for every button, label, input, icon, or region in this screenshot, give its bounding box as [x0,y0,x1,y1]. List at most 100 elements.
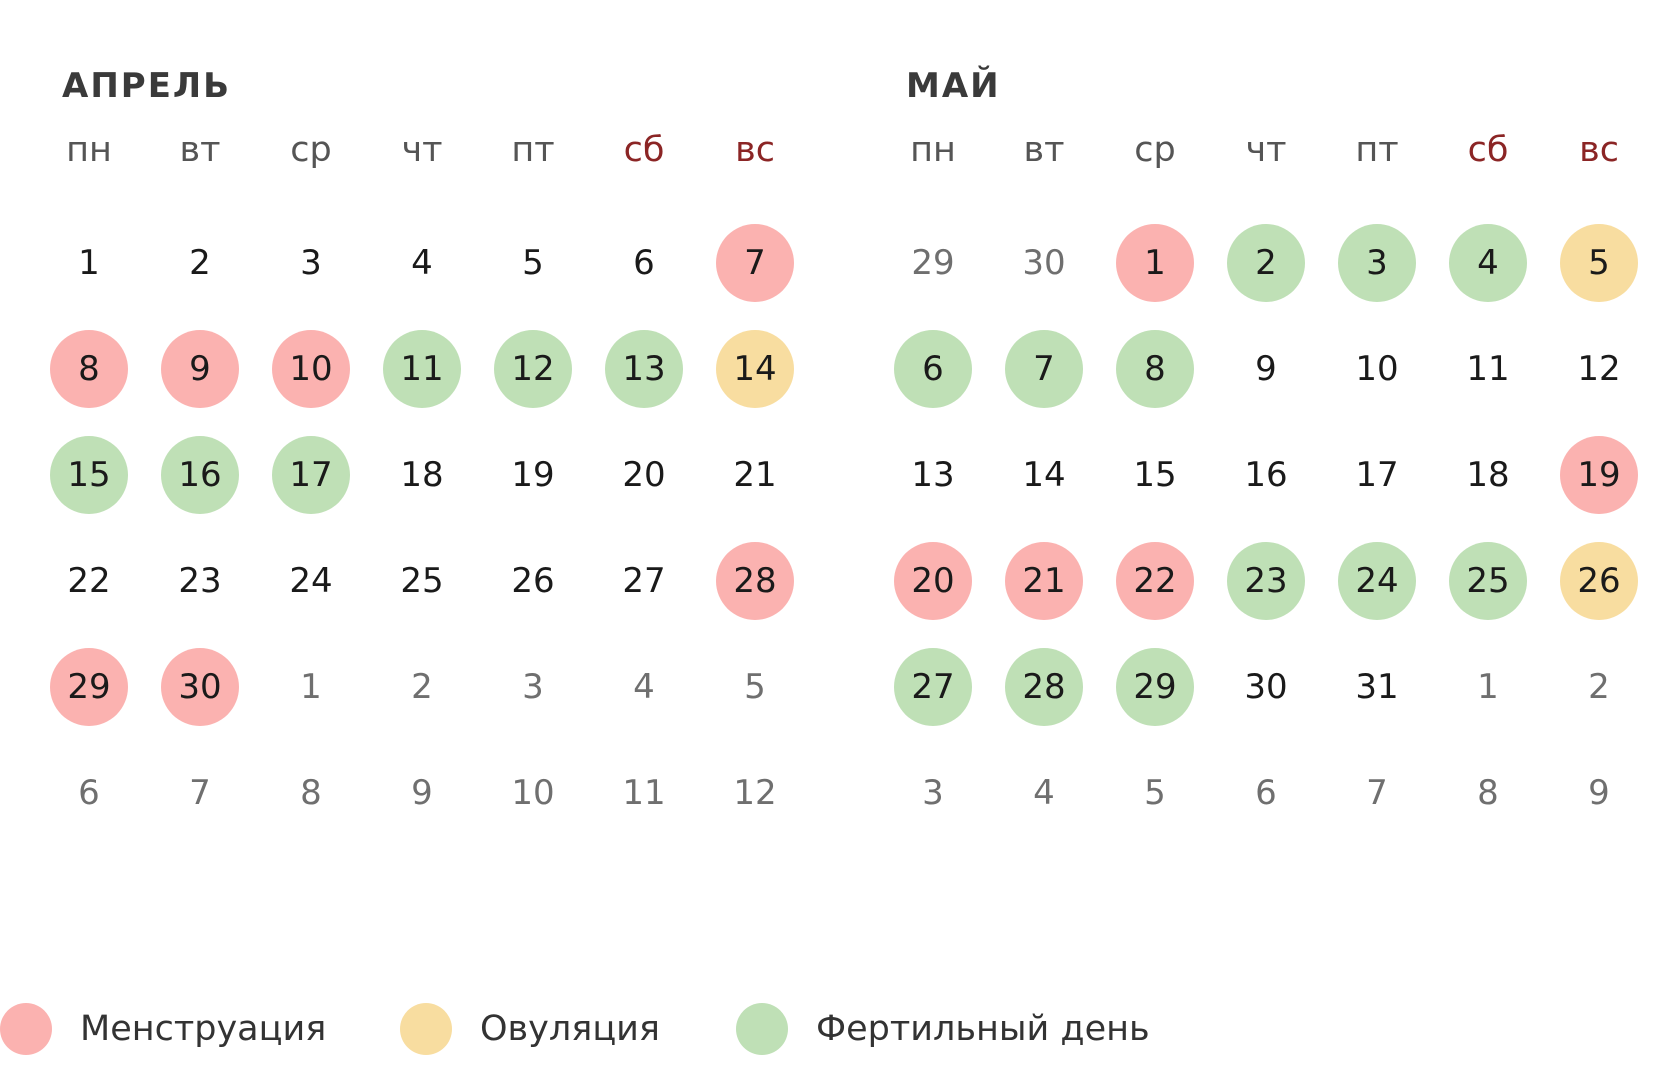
weekday-label: чт [1245,130,1287,170]
ovulation-day[interactable]: 5 [1560,224,1638,302]
other-month-day[interactable]: 12 [733,773,777,813]
month-title: АПРЕЛЬ [62,66,232,106]
other-month-day[interactable]: 9 [1588,773,1610,813]
day[interactable]: 12 [1577,349,1621,389]
menstruation-day[interactable]: 10 [272,330,350,408]
menstruation-day[interactable]: 20 [894,542,972,620]
other-month-day[interactable]: 2 [1588,667,1610,707]
other-month-day[interactable]: 4 [1033,773,1055,813]
other-month-day[interactable]: 11 [622,773,666,813]
other-month-day[interactable]: 8 [1477,773,1499,813]
weekday-label: пн [66,130,112,170]
menstruation-day[interactable]: 1 [1116,224,1194,302]
day[interactable]: 9 [1255,349,1277,389]
menstruation-day[interactable]: 28 [716,542,794,620]
other-month-day[interactable]: 30 [1022,243,1066,283]
day[interactable]: 17 [1355,455,1399,495]
fertile-day[interactable]: 29 [1116,648,1194,726]
weekday-label: пт [1355,130,1399,170]
day[interactable]: 15 [1133,455,1177,495]
other-month-day[interactable]: 3 [522,667,544,707]
fertile-day[interactable]: 16 [161,436,239,514]
menstruation-day[interactable]: 29 [50,648,128,726]
day[interactable]: 4 [411,243,433,283]
other-month-day[interactable]: 5 [1144,773,1166,813]
other-month-day[interactable]: 8 [300,773,322,813]
weekday-label: пт [511,130,555,170]
day[interactable]: 20 [622,455,666,495]
other-month-day[interactable]: 1 [1477,667,1499,707]
day[interactable]: 14 [1022,455,1066,495]
weekday-label: пн [910,130,956,170]
other-month-day[interactable]: 7 [1366,773,1388,813]
fertile-day[interactable]: 6 [894,330,972,408]
day[interactable]: 26 [511,561,555,601]
menstruation-day[interactable]: 30 [161,648,239,726]
legend-ovulation: Овуляция [400,1002,660,1056]
day[interactable]: 21 [733,455,777,495]
month-may: МАЙ пн вт ср чт пт сб вс 29 30 1 2 3 4 5 6 7 8 9 10 11 12 13… [878,0,1658,860]
day[interactable]: 18 [1466,455,1510,495]
menstruation-day[interactable]: 7 [716,224,794,302]
fertile-day[interactable]: 17 [272,436,350,514]
day[interactable]: 2 [189,243,211,283]
menstruation-day[interactable]: 22 [1116,542,1194,620]
fertile-day[interactable]: 8 [1116,330,1194,408]
day[interactable]: 24 [289,561,333,601]
day[interactable]: 3 [300,243,322,283]
day[interactable]: 23 [178,561,222,601]
other-month-day[interactable]: 7 [189,773,211,813]
weekday-label: сб [1467,130,1509,170]
fertile-day[interactable]: 12 [494,330,572,408]
day[interactable]: 25 [400,561,444,601]
month-april: АПРЕЛЬ пн вт ср чт пт сб вс 1 2 3 4 5 6 7 8 9 10 11 12 13 1… [34,0,814,860]
ovulation-day[interactable]: 26 [1560,542,1638,620]
menstruation-day[interactable]: 8 [50,330,128,408]
menstruation-day[interactable]: 19 [1560,436,1638,514]
day[interactable]: 10 [1355,349,1399,389]
fertile-day[interactable]: 27 [894,648,972,726]
other-month-day[interactable]: 9 [411,773,433,813]
fertile-day[interactable]: 13 [605,330,683,408]
day[interactable]: 18 [400,455,444,495]
other-month-day[interactable]: 29 [911,243,955,283]
other-month-day[interactable]: 10 [511,773,555,813]
other-month-day[interactable]: 4 [633,667,655,707]
fertile-day[interactable]: 7 [1005,330,1083,408]
weekday-label: ср [1134,130,1176,170]
other-month-day[interactable]: 5 [744,667,766,707]
fertile-day[interactable]: 23 [1227,542,1305,620]
day[interactable]: 19 [511,455,555,495]
day[interactable]: 27 [622,561,666,601]
day[interactable]: 22 [67,561,111,601]
fertile-day[interactable]: 25 [1449,542,1527,620]
fertile-day[interactable]: 4 [1449,224,1527,302]
other-month-day[interactable]: 2 [411,667,433,707]
day[interactable]: 13 [911,455,955,495]
menstruation-day[interactable]: 9 [161,330,239,408]
fertile-day[interactable]: 2 [1227,224,1305,302]
other-month-day[interactable]: 6 [78,773,100,813]
fertile-day[interactable]: 28 [1005,648,1083,726]
other-month-day[interactable]: 6 [1255,773,1277,813]
day[interactable]: 16 [1244,455,1288,495]
other-month-day[interactable]: 3 [922,773,944,813]
fertile-day[interactable]: 24 [1338,542,1416,620]
day[interactable]: 30 [1244,667,1288,707]
legend-label: Овуляция [480,1009,660,1049]
day[interactable]: 31 [1355,667,1399,707]
day[interactable]: 1 [78,243,100,283]
menstruation-day[interactable]: 21 [1005,542,1083,620]
weekday-label: вс [1579,130,1619,170]
other-month-day[interactable]: 1 [300,667,322,707]
day[interactable]: 11 [1466,349,1510,389]
ovulation-day[interactable]: 14 [716,330,794,408]
fertile-day[interactable]: 3 [1338,224,1416,302]
fertile-day[interactable]: 11 [383,330,461,408]
fertile-day[interactable]: 15 [50,436,128,514]
menstruation-swatch-icon [0,1003,52,1055]
day[interactable]: 5 [522,243,544,283]
month-title: МАЙ [906,66,1001,106]
day[interactable]: 6 [633,243,655,283]
weekday-label: сб [623,130,665,170]
